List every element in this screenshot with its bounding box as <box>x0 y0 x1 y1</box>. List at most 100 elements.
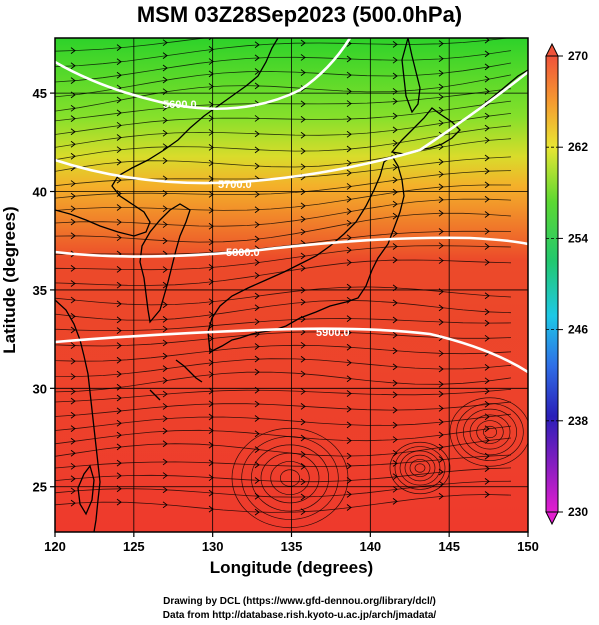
streamline-arrow <box>116 44 122 52</box>
streamline-arrow <box>392 391 398 399</box>
streamline-arrow <box>162 143 168 151</box>
streamline-arrow <box>162 403 168 410</box>
streamline-arrow <box>254 415 260 422</box>
streamline <box>55 401 512 417</box>
streamline-arrow <box>116 71 122 79</box>
streamline-arrow <box>438 183 444 191</box>
streamline-arrow <box>392 498 398 505</box>
streamline-arrow <box>116 234 122 242</box>
streamline-arrow <box>300 100 306 108</box>
streamline-arrow <box>300 202 306 210</box>
streamline-arrow <box>300 215 306 223</box>
streamline-arrow <box>438 404 444 412</box>
vortex-streamline <box>399 450 441 486</box>
streamline-arrow <box>116 443 122 451</box>
streamline-arrow <box>346 437 352 445</box>
credit-data: Data from http://database.rish.kyoto-u.a… <box>162 610 437 621</box>
streamline-arrow <box>346 504 352 511</box>
colorbar-bottom-arrow <box>545 511 559 526</box>
streamline-arrow <box>254 477 260 484</box>
colorbar-tick-label: 246 <box>568 323 588 337</box>
streamline-arrow <box>254 368 260 376</box>
streamline-arrow <box>70 128 76 136</box>
streamline-arrow <box>254 54 260 62</box>
streamline-arrow <box>300 370 306 378</box>
streamline-arrow <box>484 400 490 408</box>
streamline-arrow <box>116 394 122 402</box>
streamline-arrow <box>70 47 76 54</box>
x-tick-label: 140 <box>359 539 381 554</box>
streamline-arrow <box>484 364 490 371</box>
streamline-arrow <box>392 460 398 467</box>
x-tick-label: 130 <box>202 539 224 554</box>
streamline-arrow <box>392 126 398 134</box>
streamline-arrow <box>346 259 352 266</box>
vortex-streamline <box>482 425 498 439</box>
vortex-streamline <box>260 452 320 504</box>
streamline-arrow <box>116 300 122 308</box>
colorbar-ticks: 270 262 254 246 238 230 <box>546 49 588 519</box>
vortex-streamline <box>279 469 301 487</box>
streamline-arrow <box>70 462 76 470</box>
streamline-arrow <box>70 218 76 226</box>
vortex-streamline <box>389 441 451 495</box>
streamline-arrow <box>254 68 260 75</box>
streamline-arrow <box>392 363 398 371</box>
streamline <box>55 184 512 216</box>
streamline-arrow <box>116 134 122 141</box>
vortex-streamline <box>469 414 511 450</box>
streamline-arrow <box>254 508 260 516</box>
streamline-arrow <box>484 452 490 460</box>
streamline-arrow <box>392 112 398 120</box>
streamline-arrow <box>392 406 398 414</box>
streamline-arrow <box>300 85 306 92</box>
streamline-arrow <box>300 163 306 171</box>
streamline-arrow <box>162 316 168 323</box>
y-tick-label: 40 <box>33 185 47 200</box>
streamline-arrow <box>300 54 306 61</box>
streamline-arrow <box>162 390 168 398</box>
streamline-arrow <box>300 493 306 501</box>
streamline-arrow <box>162 88 168 96</box>
vortex-streamline <box>404 454 436 482</box>
streamline-arrow <box>70 115 76 122</box>
vortex-streamline <box>409 459 431 477</box>
streamline-arrow <box>346 159 352 167</box>
streamline-arrow <box>484 465 490 472</box>
streamline-arrow <box>484 124 490 132</box>
streamline-arrow <box>70 475 76 483</box>
streamline-arrow <box>346 130 352 138</box>
streamline-arrow <box>116 472 122 480</box>
streamline-arrow <box>254 190 260 198</box>
streamline-arrow <box>438 83 444 91</box>
streamline <box>55 318 512 331</box>
streamline-arrow <box>208 38 213 41</box>
contour-label-5700: 5700.0 <box>218 179 252 191</box>
streamline-arrow <box>116 498 122 506</box>
streamline-arrow <box>116 265 122 273</box>
streamline-arrow <box>116 342 122 350</box>
streamline-arrow <box>162 157 168 165</box>
streamline-arrow <box>300 355 306 363</box>
streamline-arrow <box>439 25 443 31</box>
streamline-arrow <box>116 459 122 467</box>
contour-label-5900: 5900.0 <box>316 327 350 339</box>
streamline-arrow <box>346 452 352 460</box>
colorbar: 270 262 254 246 238 230 <box>545 42 588 526</box>
streamline-arrow <box>70 180 76 187</box>
streamline-arrow <box>392 449 398 457</box>
streamline-arrow <box>70 342 76 349</box>
streamline <box>55 74 512 112</box>
streamline-arrow <box>300 463 306 470</box>
credit-drawing: Drawing by DCL (https://www.gfd-dennou.o… <box>163 596 436 607</box>
contour-5800 <box>55 236 528 258</box>
streamline-arrow <box>484 308 490 316</box>
streamline-arrow <box>162 440 168 448</box>
streamline-arrow <box>254 400 260 408</box>
streamline-arrow <box>346 183 352 190</box>
streamline-arrow <box>346 421 352 429</box>
x-tick-label: 125 <box>123 539 145 554</box>
streamline-arrow <box>162 365 168 372</box>
streamline-arrow <box>438 380 444 388</box>
streamline-arrow <box>484 292 490 300</box>
